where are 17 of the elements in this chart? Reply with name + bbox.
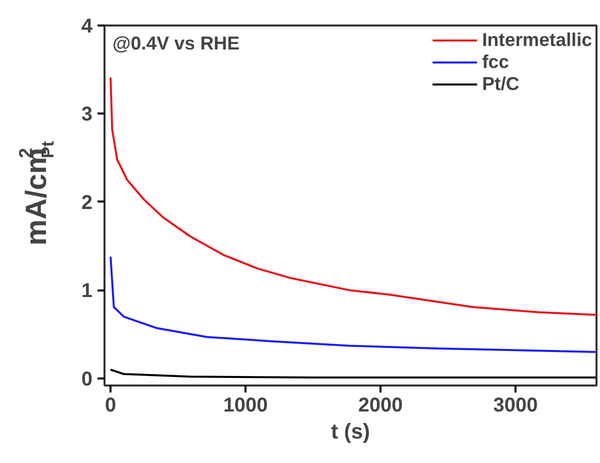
annotation: @0.4V vs RHE [112,32,240,54]
y-tick-label: 0 [81,368,92,390]
line-series [110,256,596,353]
line-series [110,76,596,316]
x-tick-label: 0 [105,394,116,416]
line-series [110,368,596,379]
y-tick-label: 4 [81,16,94,38]
x-axis-title: t (s) [330,420,370,444]
legend-label: Intermetallic [482,29,592,51]
y-tick-label: 1 [81,280,92,302]
x-tick-label: 2000 [358,394,403,416]
legend-label: fcc [482,51,510,73]
y-tick-label: 2 [81,192,92,214]
x-tick-label: 1000 [223,394,268,416]
legend-label: Pt/C [482,73,520,95]
y-tick-label: 3 [81,104,92,126]
x-tick-label: 3000 [493,394,538,416]
